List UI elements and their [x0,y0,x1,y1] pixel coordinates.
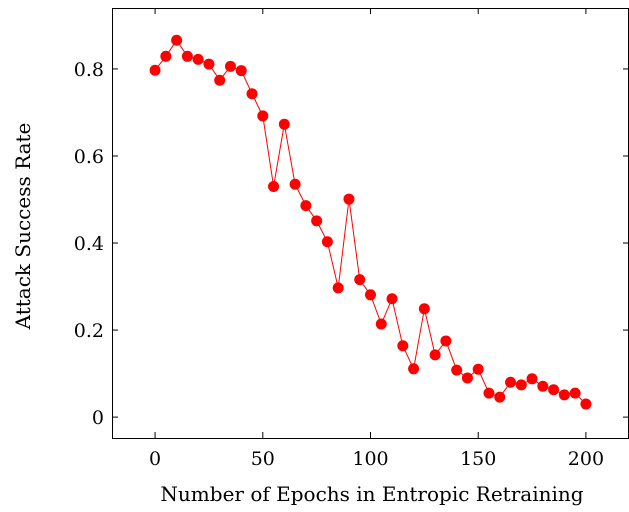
data-point [268,180,280,192]
data-point [289,178,301,190]
data-point [375,318,387,330]
y-tick-label: 0.6 [74,146,104,168]
y-tick-label: 0 [92,407,104,429]
data-point [472,363,484,375]
data-point [580,398,592,410]
data-point [181,50,193,62]
data-point [386,293,398,305]
data-point [505,376,517,388]
data-point [429,349,441,361]
data-point [214,74,226,86]
data-point [397,340,409,352]
data-point [440,335,452,347]
data-point [558,389,570,401]
data-point [149,64,161,76]
x-tick-label: 150 [460,448,496,470]
x-tick-label: 0 [149,448,161,470]
data-point [171,34,183,46]
data-point [224,60,236,72]
data-point [537,380,549,392]
data-point [192,53,204,65]
data-point [526,373,538,385]
series-line [154,39,587,405]
data-point [418,303,430,315]
data-point [461,372,473,384]
data-point [515,379,527,391]
data-point [354,274,366,286]
data-point [451,364,463,376]
x-axis-label: Number of Epochs in Entropic Retraining [160,482,583,506]
data-point [160,50,172,62]
data-point [569,387,581,399]
data-point [311,215,323,227]
data-point [300,200,312,212]
data-point [203,58,215,70]
data-point [408,363,420,375]
y-tick-label: 0.8 [74,59,104,81]
plot-frame [112,8,629,439]
data-point [332,282,344,294]
data-point [278,118,290,130]
x-tick-label: 100 [352,448,388,470]
x-tick-label: 200 [568,448,604,470]
plot-area: 0 50 100 150 200 0 0.2 0.4 0.6 0.8 [74,8,629,470]
x-tick-label: 50 [251,448,275,470]
data-point [246,88,258,100]
y-tick-label: 0.2 [74,320,104,342]
data-point [257,110,269,122]
data-point [365,289,376,301]
data-point [343,193,355,205]
data-point [548,384,560,396]
data-point [494,391,506,403]
data-point [235,65,247,77]
data-point [483,387,495,399]
y-axis-label: Attack Success Rate [11,123,35,331]
data-point [321,236,333,248]
y-tick-label: 0.4 [74,233,104,255]
